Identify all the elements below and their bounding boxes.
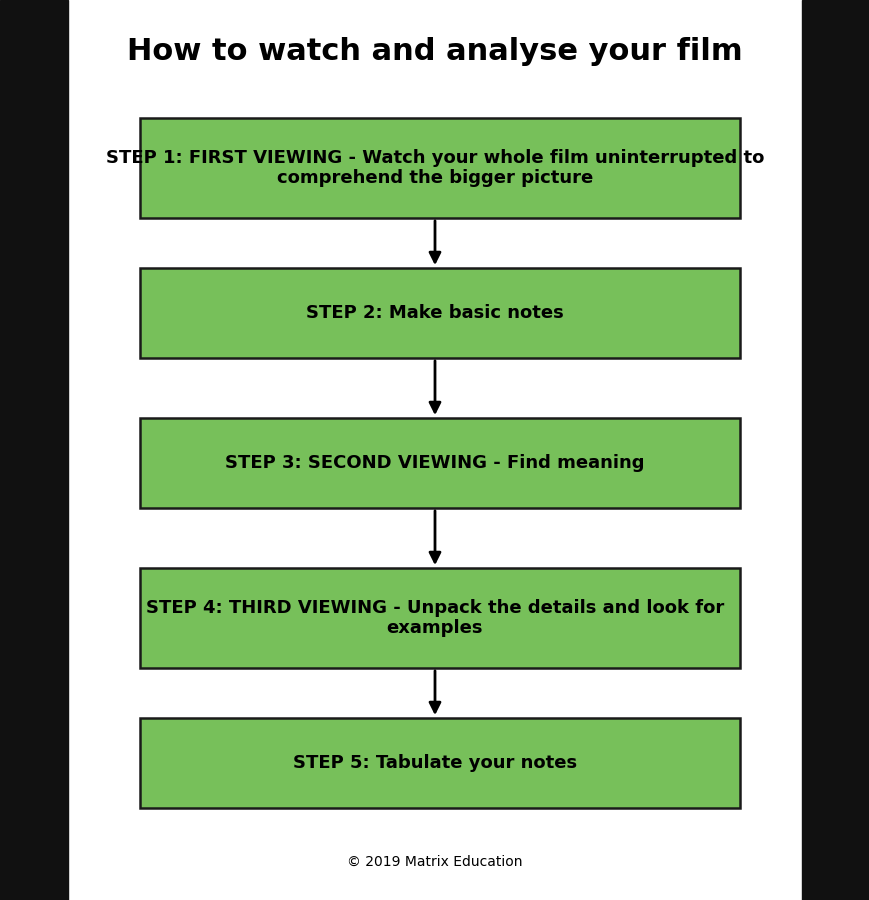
Bar [0,0,68,900]
Text: STEP 2: Make basic notes: STEP 2: Make basic notes [306,304,563,322]
Text: STEP 4: THIRD VIEWING - Unpack the details and look for
examples: STEP 4: THIRD VIEWING - Unpack the detai… [146,598,723,637]
Text: STEP 1: FIRST VIEWING - Watch your whole film uninterrupted to
comprehend the bi: STEP 1: FIRST VIEWING - Watch your whole… [106,148,763,187]
Text: © 2019 Matrix Education: © 2019 Matrix Education [347,855,522,869]
Text: STEP 5: Tabulate your notes: STEP 5: Tabulate your notes [293,754,576,772]
Text: STEP 3: SECOND VIEWING - Find meaning: STEP 3: SECOND VIEWING - Find meaning [225,454,644,472]
Bar [140,118,740,218]
Bar [140,268,740,358]
Bar [801,0,869,900]
Bar [140,418,740,508]
Bar [140,568,740,668]
Bar [140,718,740,808]
Text: How to watch and analyse your film: How to watch and analyse your film [127,38,742,67]
